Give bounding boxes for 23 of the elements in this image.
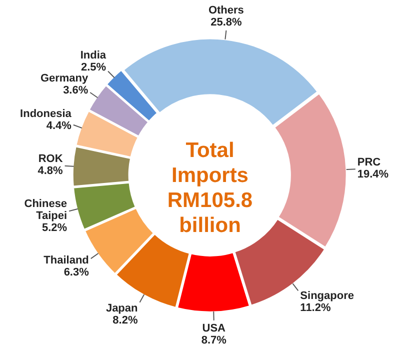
slice-label: Germany	[40, 72, 90, 85]
slice-label: Singapore	[300, 290, 354, 302]
data-label: 5.2%	[42, 222, 68, 234]
data-label: 2.5%	[80, 61, 106, 74]
slice-label: PRC	[357, 156, 381, 169]
slice-label: Chinese Taipei	[24, 198, 68, 222]
data-label: 6.3%	[64, 266, 90, 279]
slice-label: Thailand	[44, 254, 89, 267]
slice-label: Others	[208, 4, 244, 17]
slice-label: India	[80, 49, 107, 62]
data-label: 4.8%	[38, 165, 63, 177]
data-label: 8.7%	[201, 334, 227, 346]
slice-label: Japan	[106, 302, 138, 315]
data-label: 8.2%	[112, 314, 138, 327]
slice-label: Indonesia	[20, 108, 72, 120]
data-label: 11.2%	[300, 302, 331, 314]
slice-label: ROK	[38, 153, 63, 165]
data-label: 3.6%	[63, 84, 88, 97]
slice-label: USA	[202, 322, 226, 334]
text: Total Imports RM105.8 billion	[166, 138, 254, 238]
data-label: 25.8%	[210, 16, 242, 29]
data-label: 4.4%	[46, 120, 72, 132]
data-label: 19.4%	[357, 168, 389, 181]
